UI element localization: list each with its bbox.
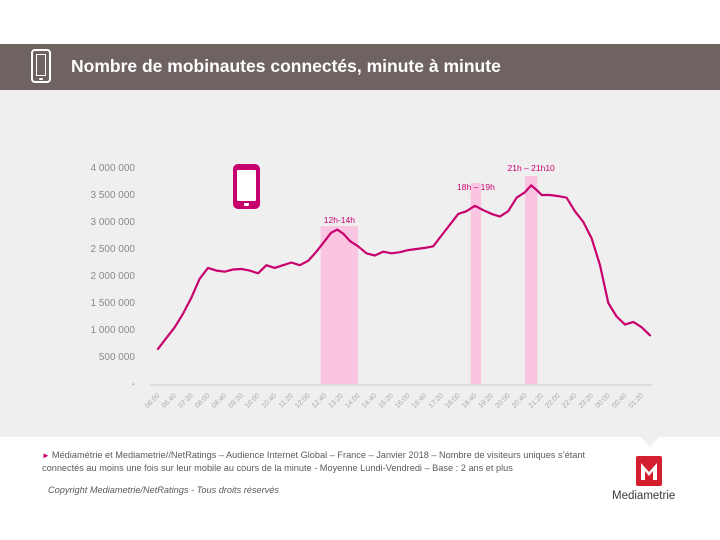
- y-tick-label: 1 000 000: [91, 325, 136, 336]
- x-tick-label: 20:00: [494, 392, 511, 409]
- x-tick-label: 23:20: [578, 392, 595, 409]
- x-tick-label: 00:40: [611, 392, 628, 409]
- highlight-band: [524, 176, 538, 384]
- x-tick-label: 21:20: [528, 392, 545, 409]
- x-tick-label: 18:00: [444, 392, 461, 409]
- x-tick-label: 08:40: [211, 392, 228, 409]
- series-line: [156, 184, 652, 350]
- x-tick-label: 09:20: [227, 392, 244, 409]
- highlight-label: 21h – 21h10: [508, 163, 556, 173]
- y-tick-label: -: [132, 379, 135, 390]
- brand-name: Mediametrie: [612, 490, 676, 502]
- x-tick-label: 11:20: [278, 392, 295, 409]
- highlights-layer: 12h-14h 18h – 19h 21h – 21h10: [320, 163, 556, 384]
- x-tick-label: 07:20: [177, 392, 194, 409]
- x-tick-label: 20:40: [511, 392, 528, 409]
- x-tick-label: 08:00: [194, 392, 211, 409]
- source-text: Médiamétrie et Mediametrie//NetRatings –…: [42, 450, 586, 473]
- x-tick-label: 06:00: [144, 392, 161, 409]
- smartphone-icon: [31, 49, 51, 83]
- x-tick-label: 13:20: [328, 392, 345, 409]
- x-tick-label: 01:20: [628, 392, 645, 409]
- y-tick-label: 1 500 000: [91, 298, 136, 309]
- x-tick-label: 12:40: [311, 392, 328, 409]
- x-tick-label: 18:40: [461, 392, 478, 409]
- smartphone-icon: [233, 164, 260, 209]
- x-tick-label: 06:40: [161, 392, 178, 409]
- x-tick-label: 22:40: [561, 392, 578, 409]
- x-tick-label: 14:40: [361, 392, 378, 409]
- x-tick-label: 00:00: [594, 392, 611, 409]
- highlight-label: 12h-14h: [324, 215, 355, 225]
- mediametrie-logo-icon: [636, 456, 662, 486]
- footer-notch: [641, 437, 659, 447]
- header-bar: [0, 44, 720, 90]
- y-tick-label: 3 000 000: [91, 217, 136, 228]
- x-tick-label: 12:00: [294, 392, 311, 409]
- copyright-note: Copyright Mediametrie/NetRatings - Tous …: [48, 485, 279, 495]
- page-title: Nombre de mobinautes connectés, minute à…: [71, 56, 501, 76]
- line-chart: 12h-14h 18h – 19h 21h – 21h10 4 000 000 3 5…: [91, 163, 652, 410]
- source-note: ► Médiamétrie et Mediametrie//NetRatings …: [42, 449, 600, 474]
- x-tick-label: 17:20: [428, 392, 445, 409]
- y-tick-label: 2 000 000: [91, 271, 136, 282]
- y-tick-label: 500 000: [99, 352, 136, 363]
- y-tick-label: 2 500 000: [91, 244, 136, 255]
- x-tick-label: 22:00: [544, 392, 561, 409]
- highlight-label: 18h – 19h: [457, 182, 495, 192]
- y-tick-label: 4 000 000: [91, 163, 136, 174]
- x-tick-label: 14:00: [344, 392, 361, 409]
- bullet-arrow-icon: ►: [42, 451, 50, 460]
- x-tick-label: 10:00: [244, 392, 261, 409]
- highlight-band: [470, 183, 482, 384]
- x-tick-label: 16:00: [394, 392, 411, 409]
- highlight-band: [320, 226, 359, 384]
- x-tick-label: 15:20: [378, 392, 395, 409]
- x-tick-label: 19:20: [478, 392, 495, 409]
- x-tick-label: 16:40: [411, 392, 428, 409]
- line-layer: [156, 184, 652, 350]
- x-tick-label: 10:40: [261, 392, 278, 409]
- y-tick-label: 3 500 000: [91, 190, 136, 201]
